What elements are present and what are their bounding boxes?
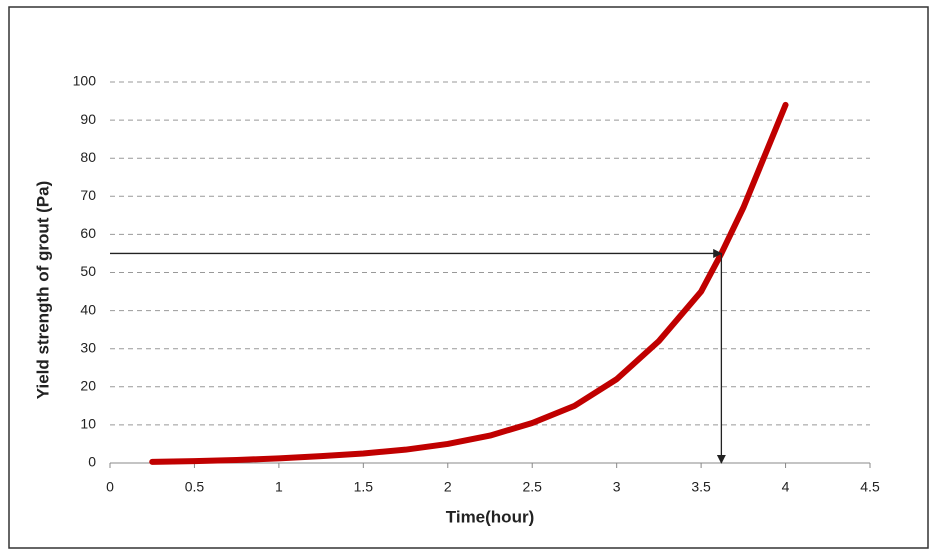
x-tick-label: 1.5 (354, 479, 374, 495)
frame (8, 6, 929, 549)
x-tick-label: 4.5 (860, 479, 880, 495)
y-tick-label: 10 (80, 416, 96, 432)
y-tick-label: 60 (80, 225, 96, 241)
y-tick-label: 50 (80, 263, 96, 279)
x-tick-label: 2.5 (522, 479, 542, 495)
y-tick-label: 40 (80, 301, 96, 317)
y-tick-label: 100 (73, 73, 97, 89)
x-axis-title: Time(hour) (446, 507, 534, 526)
x-tick-label: 3 (613, 479, 621, 495)
x-tick-label: 4 (782, 479, 790, 495)
y-axis-title: Yield strength of grout (Pa) (33, 181, 52, 399)
y-tick-label: 0 (88, 454, 96, 470)
x-tick-label: 1 (275, 479, 283, 495)
y-tick-label: 90 (80, 111, 96, 127)
x-tick-label: 2 (444, 479, 452, 495)
y-tick-label: 80 (80, 149, 96, 165)
x-tick-label: 0 (106, 479, 114, 495)
y-tick-label: 20 (80, 378, 96, 394)
x-tick-label: 3.5 (691, 479, 711, 495)
y-tick-label: 30 (80, 339, 96, 355)
data-line (149, 101, 789, 465)
x-tick-label: 0.5 (185, 479, 205, 495)
y-tick-label: 70 (80, 187, 96, 203)
